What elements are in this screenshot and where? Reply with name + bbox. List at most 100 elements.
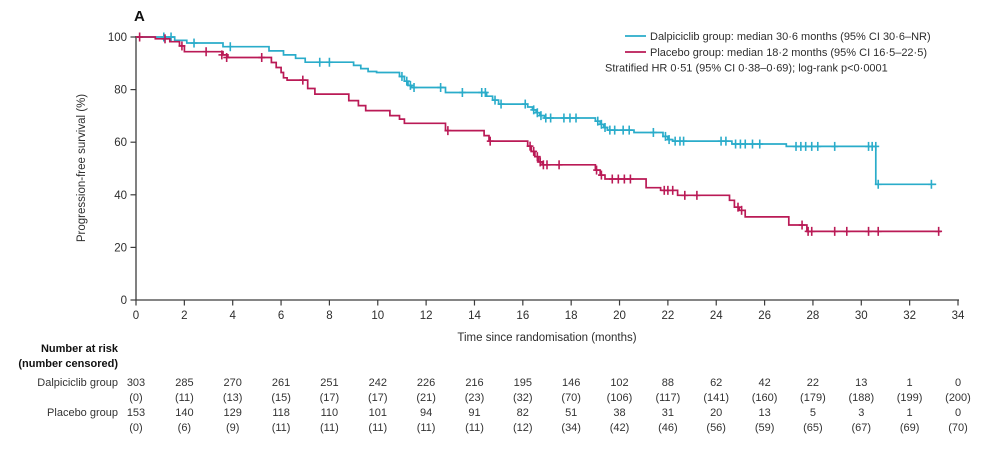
censor-mark <box>680 136 687 146</box>
x-tick-label: 28 <box>807 310 820 322</box>
censor-mark <box>223 53 231 63</box>
censored-value: (15) <box>271 392 291 404</box>
risk-value: 62 <box>710 377 723 389</box>
km-chart: A Progression-free survival (%) Time sin… <box>76 8 965 344</box>
censored-value: (106) <box>606 392 633 404</box>
x-tick-label: 34 <box>952 310 965 322</box>
censored-value: (6) <box>177 422 192 434</box>
censored-value: (160) <box>751 392 778 404</box>
risk-value: 13 <box>758 407 771 419</box>
censor-mark <box>136 32 144 42</box>
censor-mark <box>533 152 541 162</box>
censor-mark <box>316 57 324 67</box>
censored-value: (65) <box>803 422 823 434</box>
censor-mark <box>627 174 634 184</box>
risk-value: 153 <box>126 407 146 419</box>
censor-mark <box>497 99 505 109</box>
censor-mark <box>178 41 186 51</box>
risk-value: 20 <box>710 407 723 419</box>
censor-mark <box>831 141 839 151</box>
censored-value: (11) <box>465 422 484 434</box>
censored-value: (46) <box>658 422 678 434</box>
censor-mark <box>597 170 605 180</box>
censor-mark <box>410 82 418 92</box>
censor-mark <box>734 202 742 212</box>
censor-mark <box>218 50 226 60</box>
legend-stratified-hr: Stratified HR 0·51 (95% CI 0·38–0·69); l… <box>605 63 888 75</box>
risk-value: 261 <box>271 377 291 389</box>
censor-mark <box>741 139 749 149</box>
censor-mark <box>299 75 307 85</box>
censored-value: (23) <box>464 392 485 404</box>
risk-row-label-placebo: Placebo group <box>47 407 118 419</box>
risk-value: 13 <box>855 377 868 389</box>
censored-value: (200) <box>945 392 971 404</box>
censor-mark <box>608 174 616 184</box>
y-tick-label: 60 <box>114 137 127 149</box>
censor-mark <box>167 32 175 42</box>
censor-mark <box>665 135 673 145</box>
y-axis-title: Progression-free survival (%) <box>76 94 88 242</box>
risk-value: 42 <box>758 377 771 389</box>
censor-mark <box>572 113 580 123</box>
risk-value: 129 <box>223 407 242 419</box>
censor-mark <box>202 47 210 57</box>
censor-mark <box>226 42 234 52</box>
censor-mark <box>614 174 622 184</box>
censor-mark <box>625 125 633 135</box>
legend-label-placebo: Placebo group: median 18·2 months (95% C… <box>650 47 927 59</box>
y-tick-label: 20 <box>114 242 127 254</box>
censor-mark <box>530 105 538 115</box>
risk-value: 31 <box>661 407 675 419</box>
risk-value: 101 <box>368 407 387 419</box>
x-tick-label: 18 <box>565 310 578 322</box>
censored-value: (34) <box>561 422 581 434</box>
risk-value: 82 <box>516 407 529 419</box>
censor-mark <box>872 141 880 151</box>
x-tick-label: 30 <box>855 310 868 322</box>
censored-value: (17) <box>368 392 388 404</box>
censored-value: (70) <box>561 392 581 404</box>
censored-value: (179) <box>800 392 826 404</box>
x-tick-label: 10 <box>371 310 384 322</box>
censor-mark <box>161 34 169 44</box>
censor-mark <box>326 57 333 67</box>
risk-value: 91 <box>468 407 481 419</box>
risk-value: 0 <box>954 377 962 389</box>
censor-mark <box>555 160 563 170</box>
censor-mark <box>814 141 822 151</box>
censor-mark <box>403 76 411 86</box>
risk-value: 195 <box>513 377 532 389</box>
risk-value: 94 <box>419 407 433 419</box>
risk-value: 1 <box>906 407 913 419</box>
risk-value: 118 <box>272 407 290 419</box>
censor-mark <box>843 226 851 236</box>
y-tick-label: 40 <box>114 190 127 202</box>
censored-value: (11) <box>271 422 291 434</box>
censored-value: (11) <box>416 422 436 434</box>
censor-mark <box>491 95 499 105</box>
censored-value: (42) <box>609 422 630 434</box>
x-tick-label: 32 <box>903 310 916 322</box>
censor-mark <box>537 111 545 121</box>
censor-mark <box>533 108 541 118</box>
panel-label: A <box>134 8 145 25</box>
censored-value: (11) <box>320 422 339 434</box>
censored-value: (188) <box>848 392 875 404</box>
censor-mark <box>566 113 574 123</box>
risk-table-header-line1: Number at risk <box>40 343 118 355</box>
censored-value: (199) <box>896 392 923 404</box>
censored-value: (12) <box>513 422 533 434</box>
x-tick-label: 6 <box>278 310 284 322</box>
censored-value: (11) <box>175 392 194 404</box>
censor-mark <box>407 80 414 90</box>
censor-mark <box>190 38 198 48</box>
survival-curves <box>136 32 943 236</box>
x-tick-label: 8 <box>326 310 332 322</box>
risk-value: 226 <box>416 377 436 389</box>
censor-mark <box>928 179 935 189</box>
censor-mark <box>543 160 551 170</box>
risk-value: 285 <box>175 377 194 389</box>
censor-mark <box>398 71 406 81</box>
